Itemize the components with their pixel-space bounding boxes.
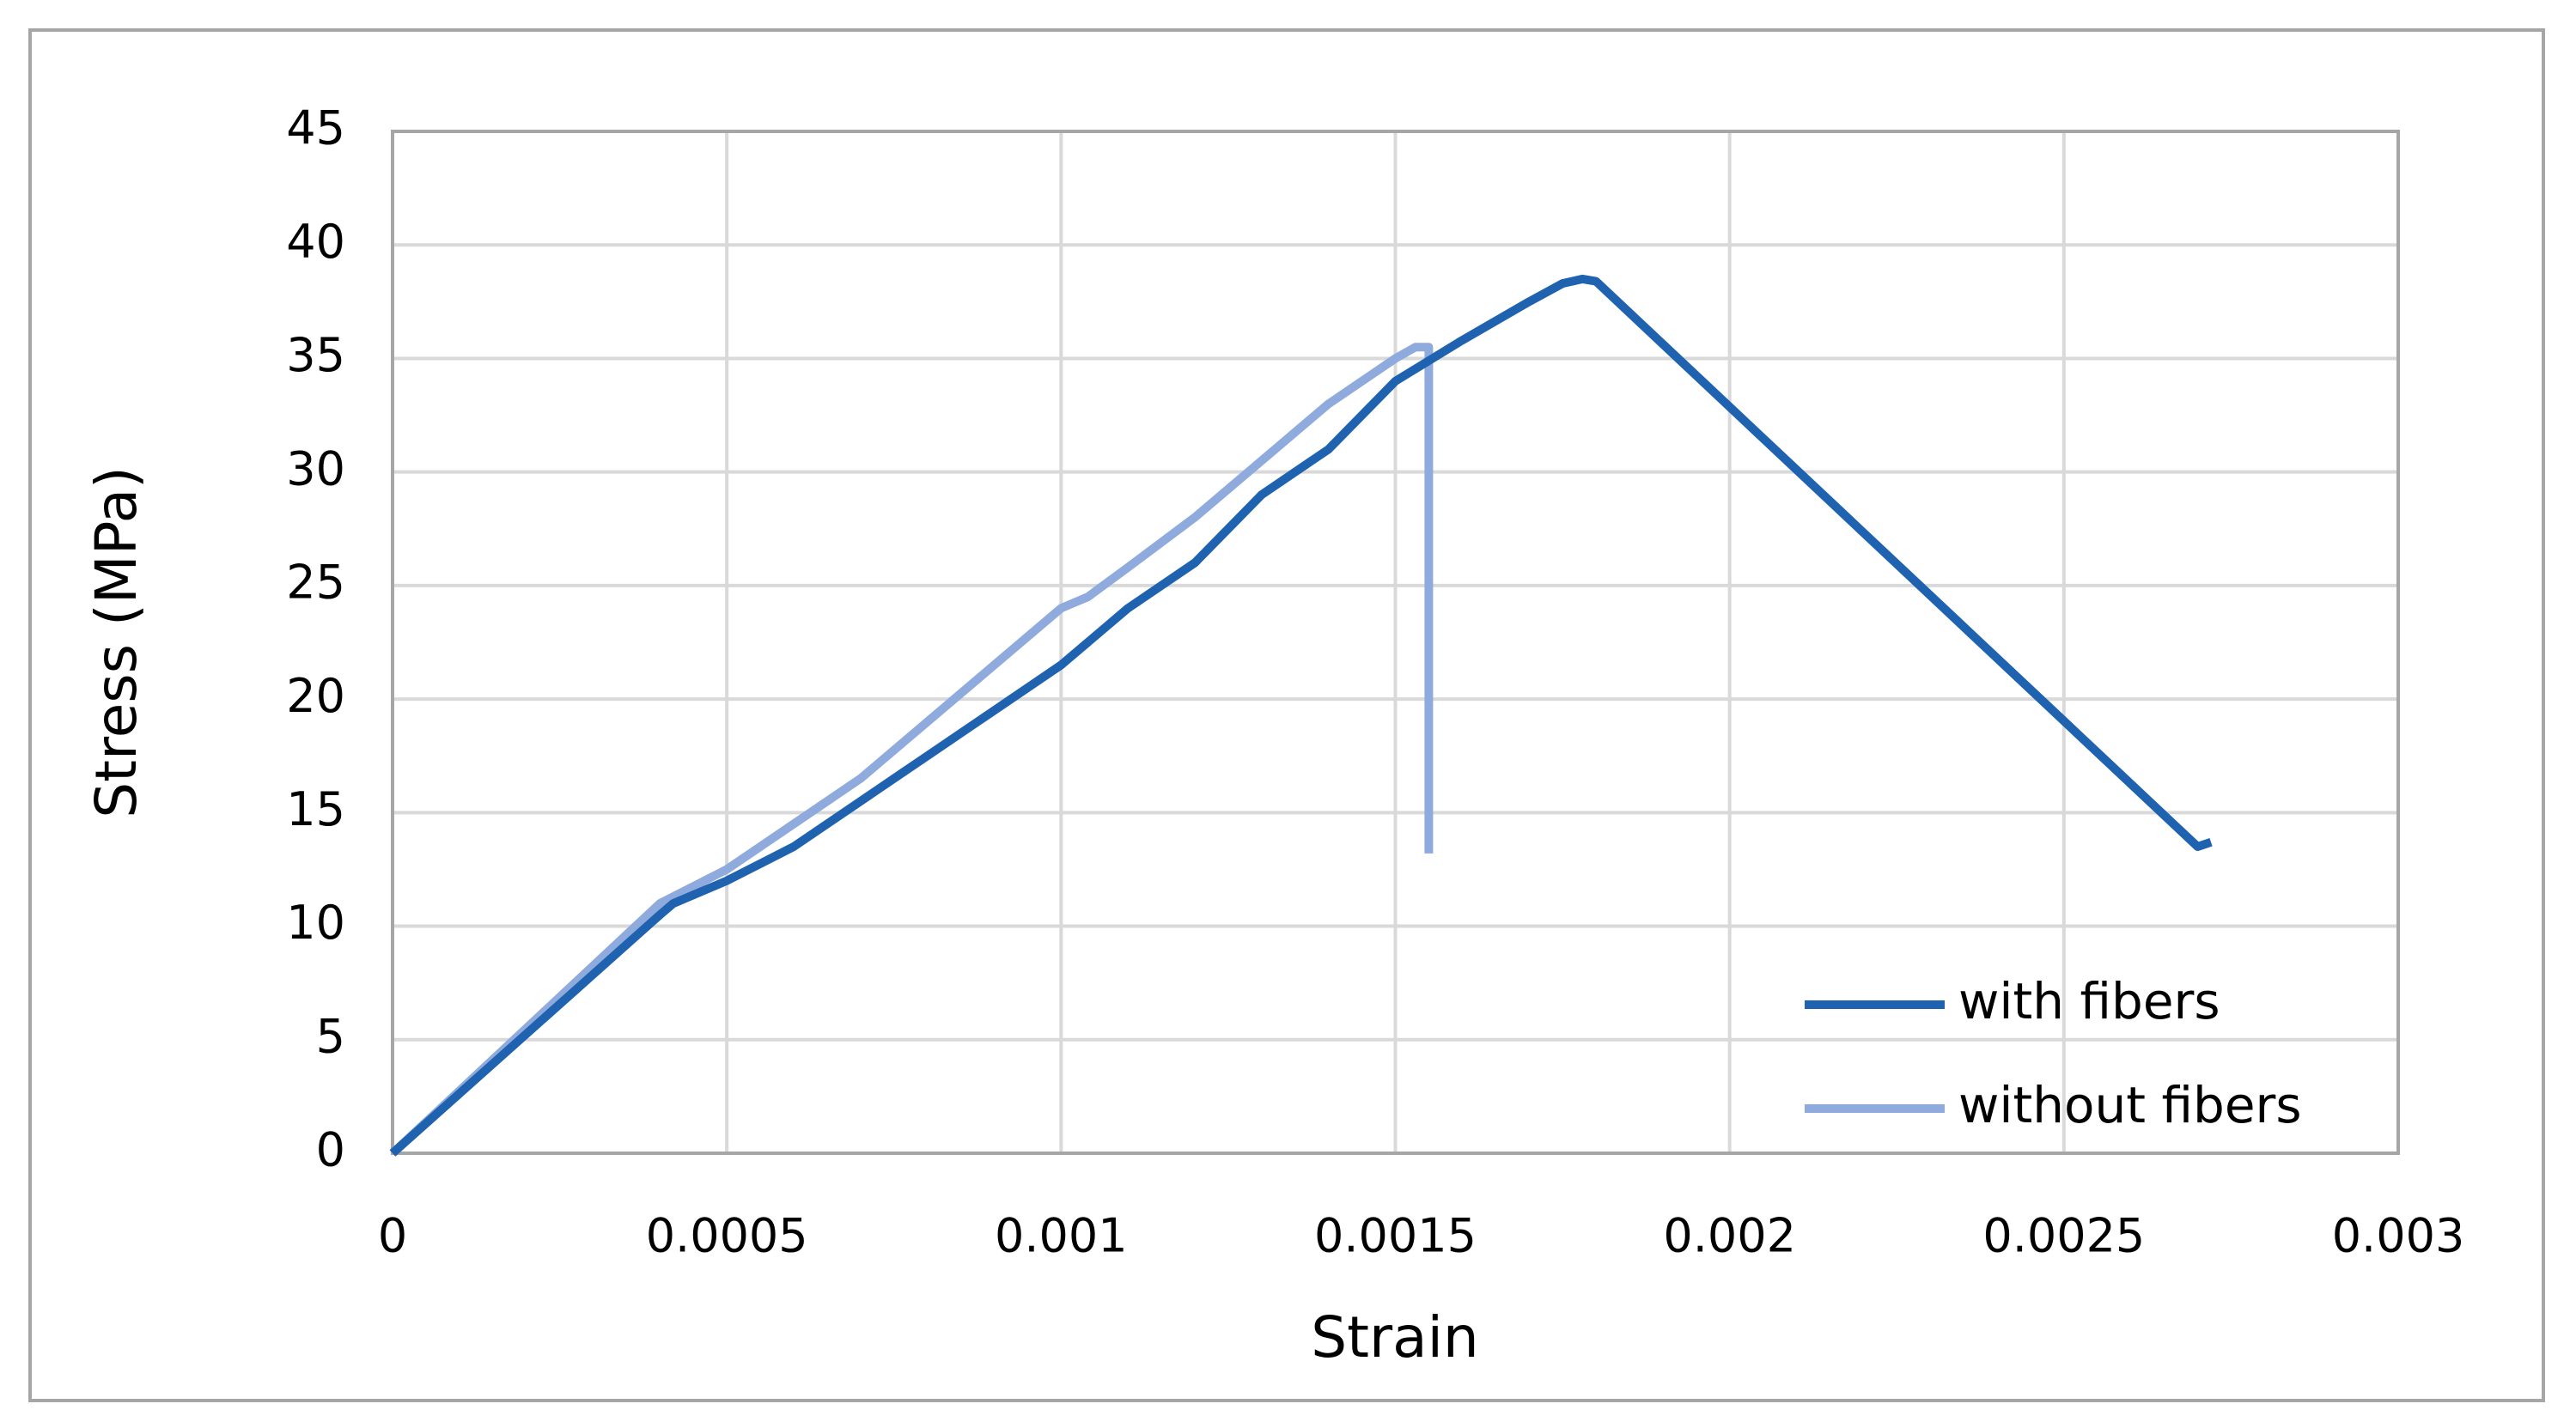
chart-border xyxy=(28,28,2545,1402)
x-tick-label: 0.001 xyxy=(995,1209,1128,1263)
x-tick-label: 0.002 xyxy=(1663,1209,1796,1263)
x-tick-label: 0 xyxy=(378,1209,407,1263)
y-tick-label: 45 xyxy=(286,101,345,155)
plot-border xyxy=(391,130,2400,1155)
y-tick-label: 15 xyxy=(286,782,345,836)
y-tick-label: 5 xyxy=(316,1009,345,1063)
x-tick-label: 0.0025 xyxy=(1982,1209,2145,1263)
y-axis-title: Stress (MPa) xyxy=(83,466,149,818)
y-tick-label: 20 xyxy=(286,669,345,723)
legend-label: without fibers xyxy=(1958,1076,2302,1134)
x-tick-label: 0.0015 xyxy=(1314,1209,1477,1263)
y-tick-label: 25 xyxy=(286,556,345,610)
y-tick-label: 35 xyxy=(286,328,345,382)
y-tick-label: 10 xyxy=(286,896,345,950)
x-tick-label: 0.003 xyxy=(2332,1209,2465,1263)
y-tick-label: 40 xyxy=(286,215,345,269)
x-tick-label: 0.0005 xyxy=(646,1209,808,1263)
data-line xyxy=(389,343,1434,1157)
x-axis-title: Strain xyxy=(1311,1304,1479,1370)
y-tick-label: 0 xyxy=(316,1123,345,1177)
y-tick-label: 30 xyxy=(286,441,345,495)
legend-label: with fibers xyxy=(1958,972,2220,1030)
data-line xyxy=(389,274,2213,1157)
